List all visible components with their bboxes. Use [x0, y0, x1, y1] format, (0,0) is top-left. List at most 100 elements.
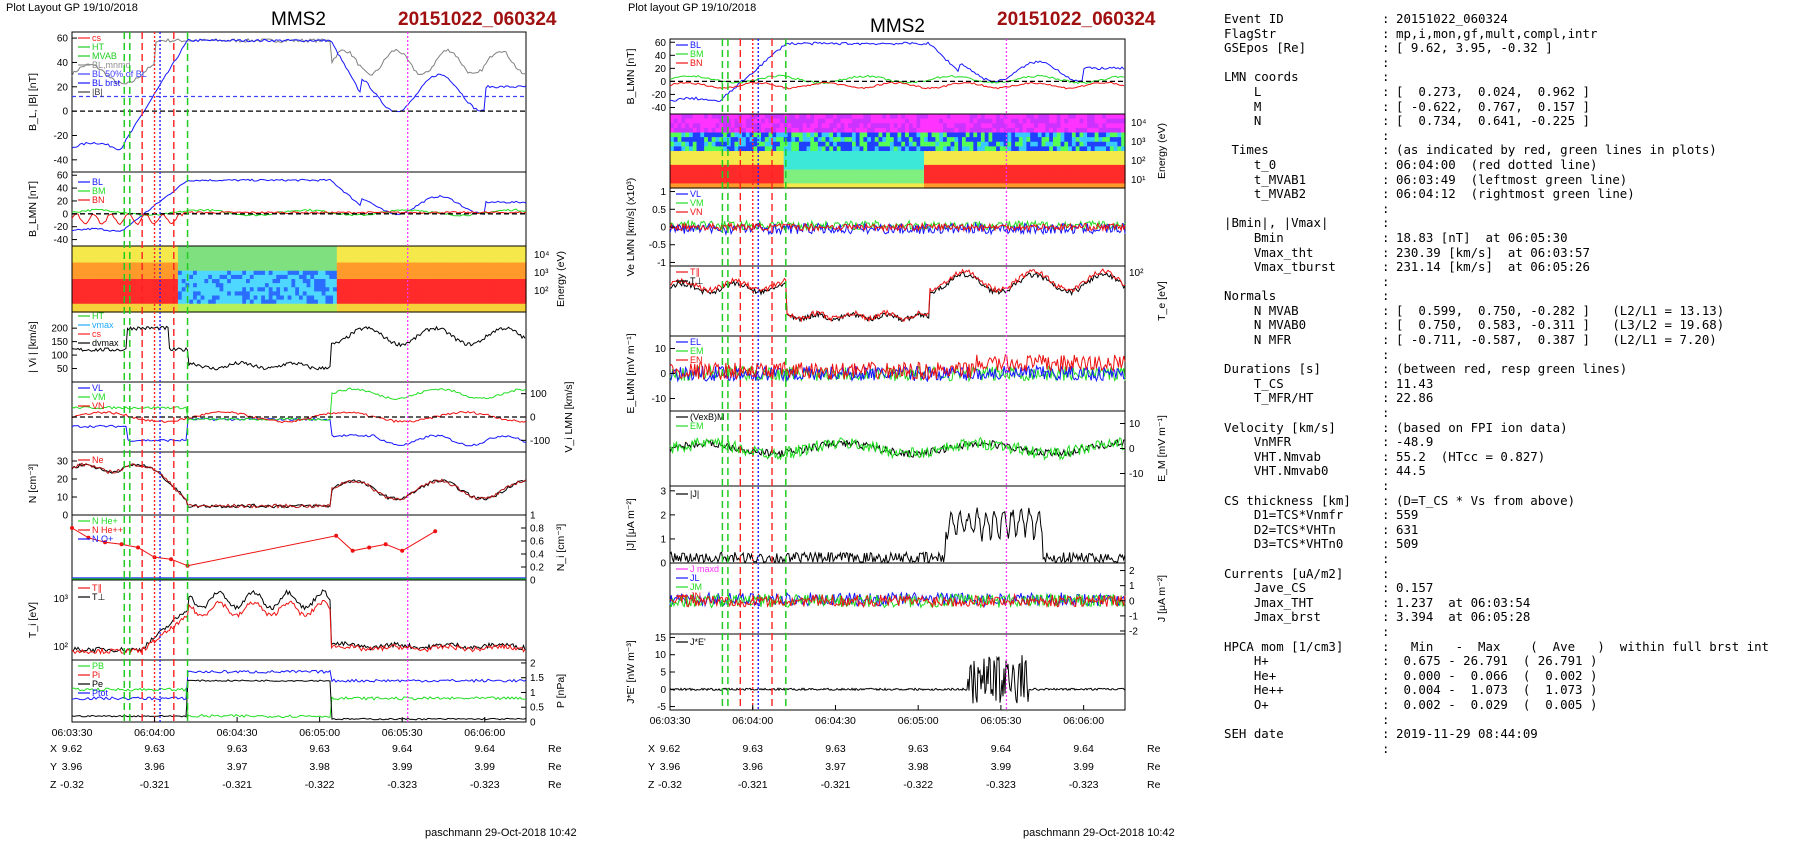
- spectrogram-cell: [397, 299, 402, 305]
- spectrogram-cell: [859, 132, 864, 138]
- spectrogram-cell: [685, 146, 690, 152]
- spectrogram-cell: [852, 169, 857, 175]
- spectrogram-cell: [825, 169, 830, 175]
- spectrogram-cell: [280, 283, 285, 288]
- spectrogram-cell: [423, 283, 429, 288]
- spectrogram-cell: [931, 141, 937, 147]
- spectrogram-cell: [185, 303, 190, 309]
- spectrogram-cell: [495, 250, 501, 255]
- spectrogram-cell: [673, 123, 679, 129]
- y-tick-label: 0.8: [530, 524, 544, 535]
- spectrogram-cell: [742, 123, 747, 129]
- spectrogram-cell: [257, 274, 262, 280]
- spectrogram-cell: [916, 155, 921, 161]
- spectrogram-cell: [113, 250, 118, 255]
- spectrogram-cell: [1090, 118, 1096, 124]
- spectrogram-cell: [681, 114, 686, 120]
- spectrogram-cell: [829, 132, 834, 138]
- spectrogram-cell: [435, 291, 440, 297]
- spectrogram-cell: [193, 299, 198, 305]
- spectrogram-cell: [715, 183, 720, 189]
- spectrogram-cell: [859, 174, 864, 180]
- spectrogram-cell: [795, 155, 800, 161]
- spectrogram-cell: [401, 295, 406, 301]
- summary-colon: :: [1382, 711, 1390, 727]
- spectrogram-cell: [999, 146, 1005, 152]
- spectrogram-cell: [200, 254, 206, 259]
- spectrogram-cell: [1049, 160, 1054, 166]
- spectrogram-cell: [435, 279, 440, 284]
- spectrogram-cell: [1109, 146, 1115, 152]
- spectrogram-cell: [124, 270, 130, 276]
- spectrogram-cell: [234, 258, 240, 264]
- spectrogram-cell: [836, 169, 842, 175]
- spectrogram-cell: [310, 254, 315, 259]
- spectrogram-cell: [121, 250, 126, 255]
- spectrogram-cell: [859, 114, 864, 120]
- spectrogram-cell: [155, 291, 160, 297]
- spectrogram-cell: [882, 114, 887, 120]
- spectrogram-cell: [1015, 183, 1020, 189]
- spectrogram-cell: [1052, 132, 1058, 138]
- spectrogram-cell: [829, 146, 834, 152]
- summary-colon: :: [1382, 667, 1390, 683]
- spectrogram-cell: [863, 141, 868, 147]
- spectrogram-cell: [791, 155, 796, 161]
- spectrogram-cell: [901, 114, 906, 120]
- spectrogram-cell: [1007, 169, 1012, 175]
- spectrogram-cell: [83, 246, 88, 251]
- y-tick-label: 0: [660, 77, 666, 88]
- spectrogram-cell: [897, 164, 902, 171]
- spectrogram-cell: [488, 307, 493, 313]
- spectrogram-cell: [94, 274, 100, 280]
- spectrogram-cell: [189, 250, 194, 255]
- spectrogram-cell: [1026, 141, 1031, 147]
- spectrogram-cell: [1068, 178, 1073, 184]
- spectrogram-cell: [159, 279, 164, 284]
- spectrogram-cell: [791, 137, 796, 143]
- spectrogram-cell: [484, 279, 489, 284]
- spectrogram-cell: [893, 141, 899, 147]
- spectrogram-cell: [196, 283, 202, 288]
- spectrogram-cell: [810, 146, 815, 152]
- spectrogram-cell: [696, 160, 701, 166]
- spectrogram-cell: [882, 174, 887, 180]
- spectrogram-cell: [897, 137, 902, 143]
- spectrogram-cell: [992, 174, 997, 180]
- spectrogram-cell: [193, 295, 198, 301]
- spectrogram-cell: [499, 270, 504, 276]
- spectrogram-cell: [711, 174, 717, 180]
- spectrogram-cell: [912, 146, 918, 152]
- spectrogram-cell: [840, 178, 846, 184]
- spectrogram-cell: [310, 299, 315, 305]
- spectrogram-cell: [863, 151, 868, 157]
- spectrogram-cell: [852, 174, 857, 180]
- spectrogram-cell: [227, 287, 232, 292]
- left-ylabel-3: Energy (eV): [555, 251, 567, 307]
- spectrogram-cell: [242, 262, 247, 268]
- spectrogram-cell: [333, 287, 338, 292]
- spectrogram-cell: [143, 299, 149, 305]
- spectrogram-cell: [681, 141, 686, 147]
- spectrogram-cell: [94, 283, 100, 288]
- spectrogram-cell: [999, 174, 1005, 180]
- left-position-value: 9.62: [62, 743, 83, 755]
- spectrogram-cell: [431, 266, 436, 272]
- spectrogram-cell: [798, 178, 804, 184]
- spectrogram-cell: [272, 279, 277, 284]
- spectrogram-cell: [1113, 183, 1119, 189]
- spectrogram-cell: [779, 127, 785, 134]
- spectrogram-cell: [1041, 174, 1046, 180]
- spectrogram-cell: [374, 246, 380, 251]
- spectrogram-cell: [457, 250, 463, 255]
- spectrogram-cell: [507, 303, 512, 309]
- spectrogram-cell: [87, 270, 92, 276]
- spectrogram-cell: [893, 183, 899, 189]
- spectrogram-cell: [423, 274, 429, 280]
- spectrogram-cell: [1026, 169, 1031, 175]
- spectrogram-cell: [465, 291, 470, 297]
- spectrogram-cell: [257, 250, 262, 255]
- spectrogram-cell: [522, 283, 527, 288]
- spectrogram-cell: [992, 146, 997, 152]
- mid-ylabel-8: J [μA m⁻²]: [1156, 575, 1168, 622]
